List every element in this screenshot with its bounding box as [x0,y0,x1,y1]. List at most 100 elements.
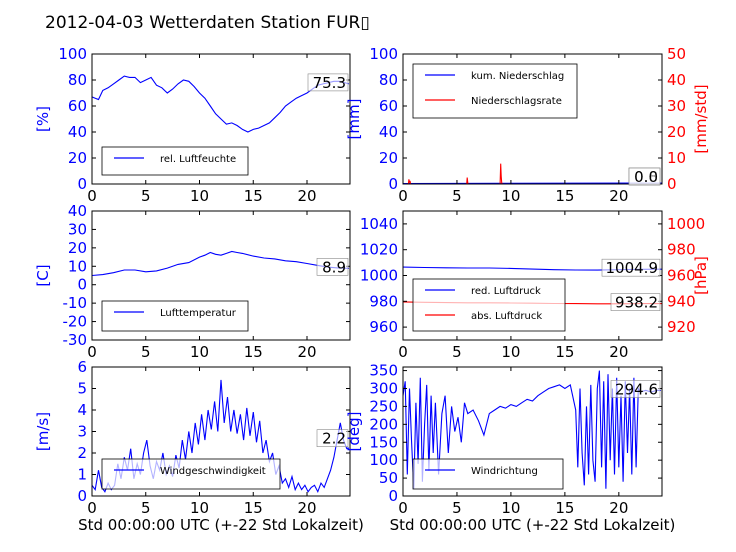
x-axis-label: Std 00:00:00 UTC (+-22 Std Lokalzeit) [78,516,364,534]
legend-frame [412,63,578,119]
legend: Windrichtung [412,458,564,490]
x-tick-label: 0 [87,187,97,205]
y-tick-label: 300 [369,380,398,398]
value-annotation: 8.9 [322,258,346,276]
y2-tick-label: 980 [667,241,696,259]
legend: rel. Luftfeuchte [101,146,249,176]
x-tick-label: 20 [297,499,316,517]
value-annotation: 2.2 [322,430,346,448]
y-tick-label: -10 [63,294,88,312]
y-tick-label: 0 [77,276,87,294]
legend: Windgeschwindigkeit [101,458,281,490]
y2-axis-label: [hPa] [692,256,710,295]
y-tick-label: -30 [63,331,88,349]
legend-label: red. Luftdruck [471,286,541,297]
x-tick-label: 15 [555,499,574,517]
x-tick-label: 5 [452,499,462,517]
panel-temperature: 0 5 10 15 20-30-20-10010203040[C]Lufttempera… [34,202,351,361]
y-tick-label: 980 [369,292,398,310]
y-axis-label: [deg] [345,412,363,452]
x-tick-label: 10 [190,343,209,361]
y-axis-label: [mm] [345,99,363,140]
y-tick-label: 0 [388,175,398,193]
legend-frame [412,278,566,332]
y-tick-label: 80 [68,71,87,89]
y-tick-label: 50 [379,469,398,487]
plot-frame [91,210,351,341]
y-tick-label: 0 [77,487,87,505]
y2-tick-label: 1000 [667,215,705,233]
y2-tick-label: 10 [667,149,686,167]
value-annotation: 75.3 [313,74,346,92]
legend-frame [101,300,249,332]
y-tick-label: 3 [77,423,87,441]
y-tick-label: 2 [77,444,87,462]
series-line-precipitation-1 [403,163,662,184]
y2-tick-label: 40 [667,71,686,89]
y-axis-label: [%] [34,106,52,132]
value-annotation-frame [307,73,349,92]
panel-precipitation: 0 5 10 15 20 0 20 40 60 80 100 0 10 20 30 40 50 [mm] [mm/s… [345,45,710,205]
panel-pressure: 0 5 10 15 20 960 980 1000 1020 1040 920 940 960 980 10… [360,210,710,361]
x-tick-label: 15 [555,187,574,205]
legend-frame [101,458,281,490]
x-tick-label: 5 [452,343,462,361]
legend-label: Windrichtung [471,466,538,477]
y-tick-label: 6 [77,358,87,376]
x-tick-label: 20 [609,187,628,205]
figure-title: 2012-04-03 Wetterdaten Station FUR▯ [45,13,370,33]
y-tick-label: 60 [379,97,398,115]
y-tick-label: 80 [379,71,398,89]
y-tick-label: 100 [369,45,398,63]
x-tick-label: 0 [87,499,97,517]
value-annotation: 938.2 [615,294,658,312]
value-annotation-frame [628,167,661,186]
series-group [403,370,661,489]
y-axis-label: [C] [34,264,52,286]
x-tick-label: 10 [190,499,209,517]
y-tick-label: 4 [77,401,87,419]
x-tick-label: 0 [87,343,97,361]
y-tick-label: 1000 [360,267,398,285]
panel-humidity: 0 5 10 15 20 0 20 40 60 80 100 [%] rel. Luftfeuchte 7… [34,45,351,205]
y-tick-label: 100 [58,45,87,63]
series-group [92,250,349,277]
legend: red. Luftdruck abs. Luftdruck [412,278,566,332]
series-line-wind-direction-0 [403,370,661,489]
x-tick-label: 20 [609,499,628,517]
value-annotation: 294.6 [615,380,658,398]
legend-frame [101,146,249,176]
y-tick-label: 1020 [360,241,398,259]
y-tick-label: 1 [77,466,87,484]
x-tick-label: 20 [297,343,316,361]
legend-label: Windgeschwindigkeit [160,466,266,477]
x-tick-label: 20 [297,187,316,205]
value-annotation-frame [316,429,349,448]
series-group [403,163,662,184]
y-tick-label: 350 [369,362,398,380]
y-tick-label: 0 [77,175,87,193]
x-tick-label: 0 [398,187,408,205]
legend-label: Lufttemperatur [160,308,237,319]
y-tick-label: 250 [369,397,398,415]
y-tick-label: 200 [369,415,398,433]
x-tick-label: 10 [501,343,520,361]
legend-label: abs. Luftdruck [471,311,542,322]
x-tick-label: 15 [244,187,263,205]
value-annotation: 1004.9 [606,259,659,277]
value-annotation-frame [610,380,661,398]
y-tick-label: 150 [369,433,398,451]
x-tick-label: 5 [141,343,151,361]
x-tick-label: 10 [501,499,520,517]
y-axis-label: [m/s] [34,412,52,451]
y2-tick-label: 0 [667,175,677,193]
legend: Lufttemperatur [101,300,249,332]
x-tick-label: 20 [609,343,628,361]
x-tick-label: 0 [398,499,408,517]
y-tick-label: 100 [369,451,398,469]
x-tick-label: 5 [452,187,462,205]
y-tick-label: 30 [68,220,87,238]
x-tick-label: 5 [141,187,151,205]
